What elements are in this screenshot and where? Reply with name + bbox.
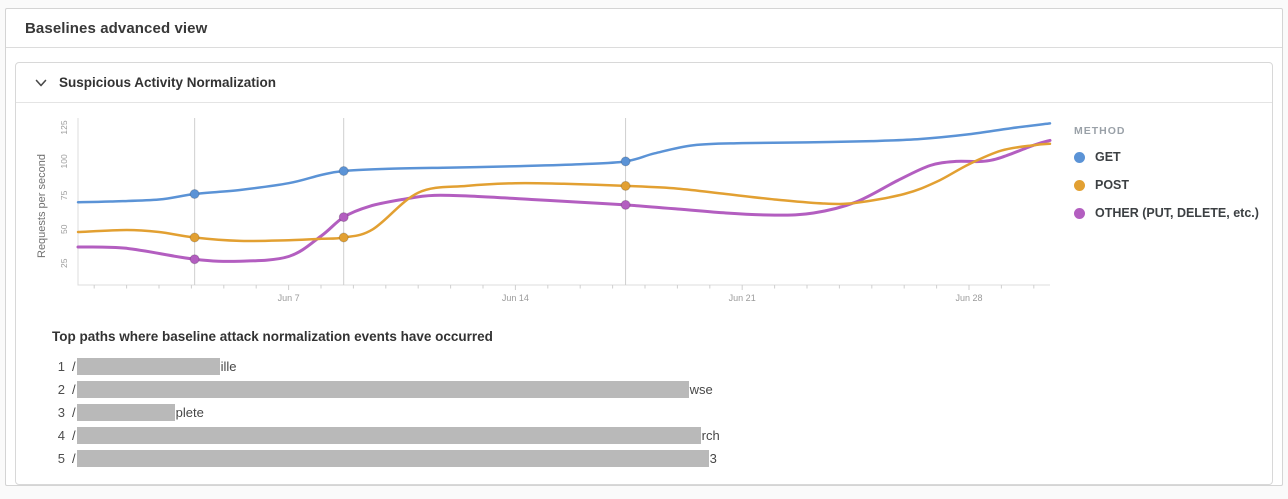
path-suffix: 3 bbox=[709, 451, 717, 466]
requests-line-chart[interactable]: Jun 7 Jun 14 Jun 21 Jun 28 25 50 75 100 125 bbox=[54, 113, 1054, 313]
path-row: 3 / plete bbox=[52, 401, 1252, 424]
path-rank: 5 bbox=[57, 451, 65, 466]
y-tick-label: 75 bbox=[59, 190, 69, 200]
legend-dot-other bbox=[1074, 207, 1085, 219]
x-tick-label: Jun 28 bbox=[955, 293, 982, 303]
redacted-path-segment bbox=[76, 404, 175, 421]
event-marker-other[interactable] bbox=[189, 254, 200, 265]
legend-label-get: GET bbox=[1095, 150, 1121, 164]
series-line-other[interactable] bbox=[76, 138, 1052, 263]
legend-items: GET POST OTHER (PUT, DELETE, etc.) bbox=[1074, 150, 1272, 220]
path-rank: 1 bbox=[57, 359, 65, 374]
path-suffix: ille bbox=[220, 359, 237, 374]
event-marker-get[interactable] bbox=[620, 156, 631, 167]
path-suffix: plete bbox=[175, 405, 204, 420]
y-axis-title: Requests per second bbox=[36, 154, 48, 258]
paths-title: Top paths where baseline attack normaliz… bbox=[52, 329, 493, 344]
path-prefix: / bbox=[72, 451, 76, 466]
chart-legend: METHOD GET POST OTHER (PUT, DELETE, etc.) bbox=[1054, 113, 1272, 313]
path-rank: 2 bbox=[57, 382, 65, 397]
event-marker-get[interactable] bbox=[338, 166, 349, 176]
event-marker-other[interactable] bbox=[338, 212, 349, 223]
paths-section: Top paths where baseline attack normaliz… bbox=[16, 313, 1272, 484]
series-line-post[interactable] bbox=[76, 142, 1052, 243]
path-prefix: / bbox=[72, 428, 76, 443]
event-marker-get[interactable] bbox=[189, 189, 200, 199]
event-marker-post[interactable] bbox=[189, 232, 200, 243]
paths-list: 1 / ille 2 / wse 3 / plete 4 / rch 5 / 3 bbox=[52, 355, 1252, 470]
y-tick-label: 50 bbox=[59, 224, 69, 234]
page-title: Baselines advanced view bbox=[25, 20, 208, 37]
path-row: 4 / rch bbox=[52, 424, 1252, 447]
path-prefix: / bbox=[72, 405, 76, 420]
path-row: 2 / wse bbox=[52, 378, 1252, 401]
legend-label-post: POST bbox=[1095, 178, 1130, 192]
page-header: Baselines advanced view bbox=[6, 9, 1282, 48]
path-prefix: / bbox=[72, 359, 76, 374]
path-row: 1 / ille bbox=[52, 355, 1252, 378]
event-marker-post[interactable] bbox=[620, 180, 631, 191]
page-container: Baselines advanced view Suspicious Activ… bbox=[5, 8, 1283, 486]
legend-item-post[interactable]: POST bbox=[1074, 178, 1272, 192]
path-suffix: rch bbox=[701, 428, 720, 443]
chevron-down-icon bbox=[34, 76, 48, 90]
legend-label-other: OTHER (PUT, DELETE, etc.) bbox=[1095, 206, 1259, 220]
legend-title: METHOD bbox=[1074, 125, 1126, 137]
x-tick-label: Jun 21 bbox=[729, 293, 756, 303]
redacted-path-segment bbox=[76, 358, 220, 375]
suspicious-activity-card: Suspicious Activity Normalization Reques… bbox=[15, 62, 1273, 485]
section-title: Suspicious Activity Normalization bbox=[59, 75, 277, 90]
y-tick-label: 100 bbox=[59, 154, 69, 168]
path-rank: 4 bbox=[57, 428, 65, 443]
series-line-get[interactable] bbox=[76, 122, 1052, 204]
x-tick-label: Jun 7 bbox=[278, 293, 300, 303]
y-tick-label: 125 bbox=[59, 120, 69, 134]
x-tick-label: Jun 14 bbox=[502, 293, 529, 303]
legend-item-get[interactable]: GET bbox=[1074, 150, 1272, 164]
legend-dot-get bbox=[1074, 151, 1085, 163]
event-marker-other[interactable] bbox=[620, 199, 631, 210]
redacted-path-segment bbox=[76, 427, 701, 444]
event-marker-post[interactable] bbox=[338, 232, 349, 243]
path-row: 5 / 3 bbox=[52, 447, 1252, 470]
legend-item-other[interactable]: OTHER (PUT, DELETE, etc.) bbox=[1074, 206, 1272, 220]
legend-dot-post bbox=[1074, 179, 1085, 191]
path-rank: 3 bbox=[57, 405, 65, 420]
axis-lines bbox=[77, 118, 1050, 286]
section-header[interactable]: Suspicious Activity Normalization bbox=[16, 63, 1272, 103]
redacted-path-segment bbox=[76, 381, 689, 398]
redacted-path-segment bbox=[76, 450, 709, 467]
chart-block: Requests per second Jun 7 Jun 14 Jun 21 Jun… bbox=[16, 103, 1272, 313]
path-prefix: / bbox=[72, 382, 76, 397]
y-tick-label: 25 bbox=[59, 258, 69, 268]
path-suffix: wse bbox=[689, 382, 713, 397]
